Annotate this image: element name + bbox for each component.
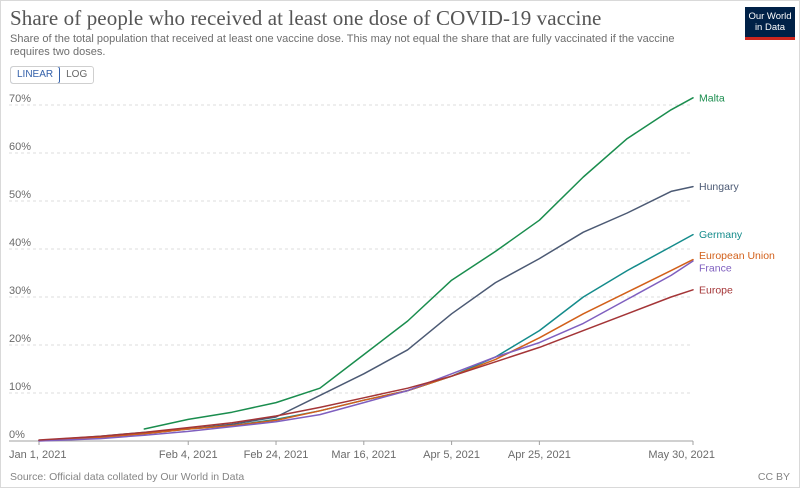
linear-scale-button[interactable]: LINEAR [11,67,61,83]
y-tick-label: 60% [9,141,31,153]
series-line-malta[interactable] [143,97,694,430]
series-label-europe[interactable]: Europe [699,284,733,296]
gridlines [9,104,693,442]
source-note: Source: Official data collated by Our Wo… [10,471,245,483]
y-tick-label: 20% [9,333,31,345]
series-label-malta[interactable]: Malta [699,92,725,104]
license-link[interactable]: CC BY [757,471,790,483]
x-tick-label: Apr 25, 2021 [508,449,571,461]
y-tick-label: 10% [9,381,31,393]
logo-line-2: in Data [754,22,786,33]
series-line-europe[interactable] [38,289,694,441]
series-line-france[interactable] [38,260,694,442]
y-tick-label: 50% [9,189,31,201]
series-label-hungary[interactable]: Hungary [699,181,739,193]
logo-line-1: Our World [748,11,792,22]
series-label-france[interactable]: France [699,263,732,275]
owid-logo[interactable]: Our World in Data [745,7,795,40]
scale-toggle: LINEAR LOG [10,66,95,84]
x-tick-label: Mar 16, 2021 [331,449,396,461]
x-tick-label: Apr 5, 2021 [423,449,480,461]
series-line-european-union[interactable] [38,258,694,442]
series-lines [38,97,694,442]
y-axis: 0% 10% 20% 30% 40% 50% 60% 70% [9,93,31,441]
chart-subtitle: Share of the total population that recei… [10,33,675,58]
series-label-germany[interactable]: Germany [699,229,743,241]
log-scale-button[interactable]: LOG [66,69,88,80]
series-label-european-union[interactable]: European Union [699,250,775,262]
x-tick-label: Feb 4, 2021 [159,449,218,461]
chart-title: Share of people who received at least on… [10,6,602,30]
y-tick-label: 0% [9,429,25,441]
x-tick-label: May 30, 2021 [648,449,715,461]
series-line-germany[interactable] [38,233,694,442]
y-tick-label: 40% [9,237,31,249]
x-axis: Jan 1, 2021 Feb 4, 2021 Feb 24, 2021 Mar 16… [9,441,715,461]
y-tick-label: 30% [9,285,31,297]
y-tick-label: 70% [9,93,31,105]
x-tick-label: Jan 1, 2021 [9,449,67,461]
x-tick-label: Feb 24, 2021 [244,449,309,461]
